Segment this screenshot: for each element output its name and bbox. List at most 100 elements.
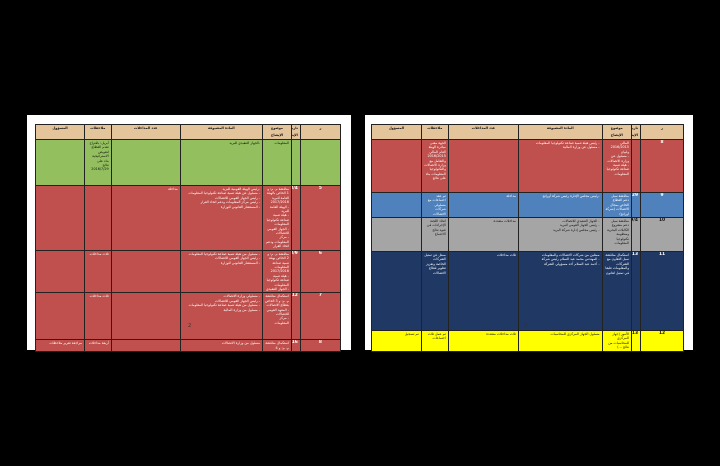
cell-topic: مناقشة سبل دعم مشروع الكابلات البحرية وم… xyxy=(601,217,632,253)
cell-date: 2016/9/13 xyxy=(630,330,642,352)
cell-notes: ثلاث مداخلات xyxy=(83,292,112,341)
cell-date: 2016/8/9 xyxy=(290,249,301,294)
table-row: الجهة معنى مبادرة الهيئة العام المالي 20… xyxy=(371,139,684,193)
cell-num: 6 xyxy=(299,249,342,294)
cell-notes: تم عمل ثلاث اجتماعات xyxy=(420,330,449,352)
cell-guest: - مسئولي وزارة الاتصالات - رئيس الجهاز ا… xyxy=(179,292,264,341)
cell-resp xyxy=(35,292,85,341)
cell-notes: الجهة معنى مبادرة الهيئة العام المالي 20… xyxy=(420,139,449,193)
cell-guest: -رئيس الهيئة القومية للبريد - مسئول عن ه… xyxy=(179,185,264,251)
cell-resp xyxy=(35,249,85,294)
cell-count: مداخلات متعددة xyxy=(447,217,519,253)
cell-guest: - رئيس هيئة تنمية صناعة تكنولوجيا المعلو… xyxy=(517,139,603,193)
cell-resp xyxy=(371,217,422,253)
cell-resp xyxy=(35,139,85,186)
column-header: موضوع الإيضاح xyxy=(262,124,292,140)
cell-num: 11 xyxy=(640,251,684,332)
cell-date: 2016/8/16 xyxy=(290,339,301,353)
cell-date: 2016/9/13 xyxy=(630,251,642,332)
column-header: ملاحظات xyxy=(420,124,449,140)
cell-notes: ممثل عن تمثيل الشركات الخاصة وتعزيز تطوي… xyxy=(420,251,449,332)
cell-num: 10 xyxy=(640,217,684,253)
table-row: مداخلة -رئيس الهيئة القومية للبريد - مسئو… xyxy=(35,185,342,251)
right-page-table: المسؤول ملاحظات عدد المداخلات المادة المضيو… xyxy=(371,124,684,352)
left-page-table: المسؤول ملاحظات عدد المداخلات المادة المضيو… xyxy=(35,124,342,353)
cell-num: 5 xyxy=(299,185,342,251)
cell-notes: أبريل: باقتراح تقدم القطاع لتعويض الاستر… xyxy=(83,139,112,186)
cell-count xyxy=(110,339,181,353)
cell-topic: المعلومات xyxy=(262,139,292,186)
cell-topic: مناقشة م. م: و 2 الخاص بهيئة تنمية صناعة… xyxy=(262,249,292,294)
cell-notes: أربعة مداخلات xyxy=(83,339,112,353)
left-table: المسؤول ملاحظات عدد المداخلات المادة المضيو… xyxy=(35,124,342,353)
cell-notes: تم عقد اجتماعات مع مسئولي شركات الاتصالا… xyxy=(420,191,449,219)
cell-resp xyxy=(371,139,422,193)
table-row: ثلاث مداخلات - مسئولي وزارة الاتصالات - ر… xyxy=(35,292,342,341)
cell-topic: استكمال مناقشة م. م: و 3 الخاص بقطاع الا… xyxy=(262,292,292,341)
cell-guest: مسئول من وزارة الاتصالات xyxy=(179,339,264,353)
cell-num: 8 xyxy=(640,139,684,193)
cell-resp xyxy=(35,185,85,251)
cell-guest: - الجهاز التنفيذي للاتصالات - رئيس الجها… xyxy=(517,217,603,253)
cell-count: ثلاث مداخلات xyxy=(447,251,519,332)
cell-topic: الأمور (جهاز المركزي للمحاسبات من نتائج … xyxy=(601,330,632,352)
left-page-number: 2 xyxy=(188,323,192,329)
cell-resp: مراجعة تقرير ملاحظات xyxy=(35,339,85,353)
table-row: تم عقد اجتماعات مع مسئولي شركات الاتصالا… xyxy=(371,191,684,219)
header-row: المسؤول ملاحظات عدد المداخلات المادة المضيو… xyxy=(371,124,684,140)
cell-count: مداخلة xyxy=(447,191,519,219)
cell-count xyxy=(447,139,519,193)
column-header: ر xyxy=(299,124,342,140)
column-header: تاريخ الإيضاح xyxy=(630,124,642,140)
column-header: المادة المضيوفة xyxy=(179,124,264,140)
cell-topic: استكمال مناقشة سبل التعاون مع الشركات وا… xyxy=(601,251,632,332)
table-row: تم تسجيل تم عمل ثلاث اجتماعات ثلاث مداخلات… xyxy=(371,330,684,352)
cell-count xyxy=(110,139,181,186)
cell-date: 2016/8/12 xyxy=(290,292,301,341)
header-row: المسؤول ملاحظات عدد المداخلات المادة المضيو… xyxy=(35,124,342,140)
cell-guest: -الجهاز التنفيذي للبريد xyxy=(179,139,264,186)
cell-count xyxy=(110,292,181,341)
cell-resp xyxy=(371,191,422,219)
cell-resp xyxy=(371,251,422,332)
cell-notes xyxy=(83,185,112,251)
cell-num xyxy=(299,139,342,186)
cell-count: مداخلة xyxy=(110,185,181,251)
column-header: تاريخ الإيضاح xyxy=(290,124,301,140)
cell-count: ثلاث مداخلات متعددة xyxy=(447,330,519,352)
table-row: اتخاذ اللجنة الإجراءات في ضوء نتائج الاج… xyxy=(371,217,684,253)
right-table: المسؤول ملاحظات عدد المداخلات المادة المضيو… xyxy=(371,124,684,352)
table-row: أبريل: باقتراح تقدم القطاع لتعويض الاستر… xyxy=(35,139,342,186)
table-row: ثلاث مداخلات - مسئول من هيئة تنمية صناعة … xyxy=(35,249,342,294)
cell-date xyxy=(290,139,301,186)
column-header: عدد المداخلات xyxy=(447,124,519,140)
cell-num: 8 xyxy=(299,339,342,353)
column-header: المسؤول xyxy=(371,124,422,140)
cell-topic: المالي 2016/2015 ولبيان - مسئول عن وزارة… xyxy=(601,139,632,193)
column-header: ملاحظات xyxy=(83,124,112,140)
cell-num: 7 xyxy=(299,292,342,341)
cell-resp: تم تسجيل xyxy=(371,330,422,352)
right-page-number: 3 xyxy=(524,323,528,329)
table-row: مراجعة تقرير ملاحظات أربعة مداخلات مسئول م… xyxy=(35,339,342,353)
cell-guest: - مسئول من هيئة تنمية صناعة تكنولوجيا ال… xyxy=(179,249,264,294)
column-header: ر xyxy=(640,124,684,140)
cell-topic: مناقشة سبل دعم القطاع الخاص بمجال الاتصا… xyxy=(601,191,632,219)
cell-guest: -رئيس مجلس الإدارة رئيس شركة أورانج xyxy=(517,191,603,219)
cell-date: 2016/8/29 xyxy=(630,191,642,219)
cell-topic: مناقشة م. م: و 1 الخاص بالهيئة العامة لل… xyxy=(262,185,292,251)
column-header: المادة المضيوفة xyxy=(517,124,603,140)
cell-guest: ممثلين من شركات الاتصالات والمعلومات - ا… xyxy=(517,251,603,332)
cell-count xyxy=(110,249,181,294)
table-row: ممثل عن تمثيل الشركات الخاصة وتعزيز تطوي… xyxy=(371,251,684,332)
column-header: عدد المداخلات xyxy=(110,124,181,140)
cell-topic: استكمال مناقشة م. م: و 4 xyxy=(262,339,292,353)
cell-guest: مسئول الجهاز المركزي للمحاسبات xyxy=(517,330,603,352)
cell-notes: اتخاذ اللجنة الإجراءات في ضوء نتائج الاج… xyxy=(420,217,449,253)
cell-num: 12 xyxy=(640,330,684,352)
column-header: موضوع الإيضاح xyxy=(601,124,632,140)
cell-notes: ثلاث مداخلات xyxy=(83,249,112,294)
cell-num: 9 xyxy=(640,191,684,219)
cell-date: 2016/9/4 xyxy=(630,217,642,253)
cell-date: 2016/8/4 xyxy=(290,185,301,251)
